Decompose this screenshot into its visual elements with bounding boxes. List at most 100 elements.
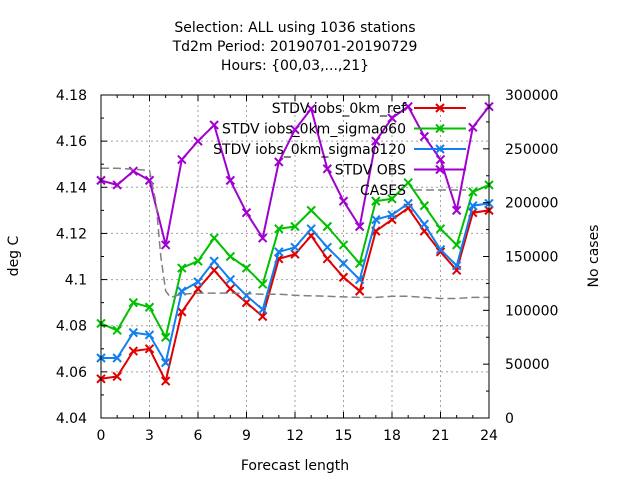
point-stroke <box>468 201 478 211</box>
x-tick-label: 9 <box>242 428 251 444</box>
point-stroke <box>225 274 236 285</box>
point-stroke <box>435 224 446 234</box>
point-stroke <box>177 263 187 273</box>
y2-tick-label: 100000 <box>505 303 558 319</box>
data-point <box>290 221 300 232</box>
y-tick-label: 4.06 <box>56 365 87 381</box>
point-stroke <box>144 330 155 340</box>
data-point <box>112 371 122 382</box>
data-point <box>435 164 445 175</box>
point-stroke <box>338 272 349 282</box>
y-tick-label: 4.18 <box>56 88 87 104</box>
point-stroke <box>387 194 397 204</box>
point-stroke <box>160 240 171 250</box>
y2-tick-label: 200000 <box>505 196 558 212</box>
point-stroke <box>209 233 219 243</box>
x-tick-label: 6 <box>194 428 203 444</box>
point-stroke <box>354 221 365 232</box>
legend-label: STDV OBS <box>335 163 406 179</box>
point-stroke <box>387 113 397 123</box>
y2-axis-label: No cases <box>586 225 602 288</box>
legend-label: STDV iobs_0km_sigmao120 <box>213 142 406 158</box>
data-point <box>177 263 187 273</box>
data-point <box>193 277 203 287</box>
data-point <box>274 247 284 257</box>
data-point <box>209 120 219 130</box>
point-stroke <box>241 297 252 308</box>
series-stdv-iobs-0km-sigmao60 <box>96 177 494 342</box>
x-tick-label: 0 <box>97 428 106 444</box>
data-point <box>435 103 445 113</box>
data-point <box>451 261 462 271</box>
y2-tick-label: 250000 <box>505 142 558 158</box>
title-line: Hours: {00,03,...,21} <box>221 58 369 74</box>
data-point <box>451 205 462 216</box>
data-point <box>306 205 316 216</box>
title-line: Selection: ALL using 1036 stations <box>174 20 415 36</box>
data-point <box>225 251 236 262</box>
data-point <box>419 219 430 229</box>
point-stroke <box>322 164 333 174</box>
point-stroke <box>290 242 300 252</box>
data-point <box>225 175 236 186</box>
point-stroke <box>371 136 381 146</box>
point-stroke <box>435 247 446 257</box>
data-point <box>468 201 478 211</box>
data-point <box>128 346 139 356</box>
x-tick-label: 21 <box>432 428 450 444</box>
data-point <box>419 131 430 142</box>
data-point <box>209 233 219 243</box>
point-stroke <box>403 198 413 209</box>
point-stroke <box>338 258 349 269</box>
point-stroke <box>451 261 462 271</box>
data-point <box>371 136 381 146</box>
y2-tick-label: 50000 <box>505 357 550 373</box>
point-stroke <box>371 196 381 206</box>
data-point <box>144 302 155 312</box>
point-stroke <box>193 136 203 146</box>
data-point <box>257 311 268 322</box>
point-stroke <box>112 371 122 382</box>
data-point <box>322 164 333 174</box>
legend-label: STDV iobs_0km_sigmao60 <box>222 122 406 138</box>
data-point <box>112 353 122 363</box>
data-point <box>177 154 187 165</box>
y2-tick-label: 150000 <box>505 250 558 266</box>
series-group <box>96 101 494 386</box>
point-stroke <box>160 357 171 368</box>
data-point <box>338 272 349 282</box>
point-stroke <box>193 277 203 287</box>
point-stroke <box>338 196 349 206</box>
x-tick-label: 15 <box>335 428 353 444</box>
point-stroke <box>128 346 139 356</box>
point-stroke <box>435 244 446 255</box>
point-stroke <box>306 205 316 216</box>
data-point <box>338 196 349 206</box>
point-stroke <box>419 219 430 229</box>
title-line: Td2m Period: 20190701-20190729 <box>172 39 418 55</box>
data-point <box>371 214 381 225</box>
data-point <box>225 274 236 285</box>
point-stroke <box>338 240 349 250</box>
point-stroke <box>274 247 284 257</box>
data-point <box>338 258 349 269</box>
point-stroke <box>112 180 122 190</box>
data-point <box>354 221 365 232</box>
data-point <box>371 196 381 206</box>
point-stroke <box>451 205 462 216</box>
data-point <box>241 263 252 273</box>
x-axis-label: Forecast length <box>241 458 349 474</box>
data-point <box>435 123 445 134</box>
data-point <box>193 284 203 294</box>
point-stroke <box>160 332 171 342</box>
data-point <box>322 254 333 264</box>
point-stroke <box>241 263 252 273</box>
data-point <box>274 224 284 234</box>
point-stroke <box>193 256 203 266</box>
point-stroke <box>306 104 316 114</box>
data-point <box>451 240 462 250</box>
y2-tick-label: 0 <box>505 411 514 427</box>
data-point <box>160 357 171 368</box>
point-stroke <box>144 175 155 186</box>
